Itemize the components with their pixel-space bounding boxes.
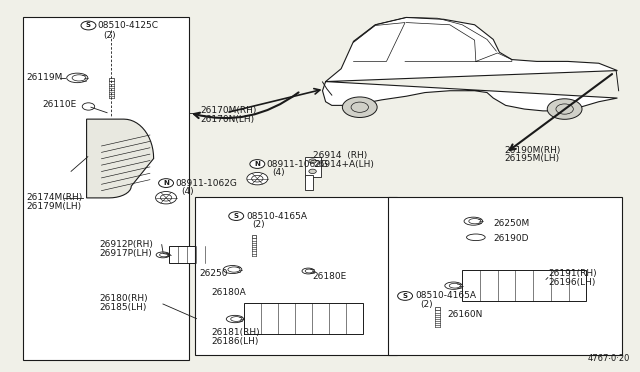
Ellipse shape: [156, 252, 170, 258]
Text: 26186(LH): 26186(LH): [211, 337, 259, 346]
Text: N: N: [254, 161, 260, 167]
Bar: [109, 78, 113, 81]
Text: 08510-4125C: 08510-4125C: [98, 21, 159, 30]
Text: 26170N(LH): 26170N(LH): [200, 115, 254, 124]
Ellipse shape: [223, 266, 242, 273]
Bar: [22, 17, 189, 360]
Bar: [305, 157, 321, 177]
Text: (4): (4): [182, 187, 194, 196]
Text: 26195M(LH): 26195M(LH): [504, 154, 559, 163]
Bar: [252, 235, 257, 238]
Text: (4): (4): [272, 168, 285, 177]
Text: 4767⋅0·20: 4767⋅0·20: [588, 355, 630, 363]
Text: 26196(LH): 26196(LH): [548, 278, 595, 286]
Text: (2): (2): [252, 220, 265, 230]
Circle shape: [81, 21, 96, 30]
Text: S: S: [86, 22, 91, 29]
Text: S: S: [234, 213, 239, 219]
Bar: [195, 197, 397, 355]
Text: 26914  (RH): 26914 (RH): [313, 151, 367, 160]
Bar: [169, 247, 214, 263]
Bar: [244, 303, 363, 334]
Circle shape: [397, 292, 413, 300]
Text: 26190M(RH): 26190M(RH): [504, 145, 561, 155]
Text: (2): (2): [420, 300, 433, 309]
Text: 26160N: 26160N: [447, 310, 483, 319]
Text: 26912P(RH): 26912P(RH): [99, 240, 153, 249]
Circle shape: [83, 103, 95, 110]
Text: N: N: [163, 180, 169, 186]
Bar: [388, 197, 622, 355]
Text: 26180(RH): 26180(RH): [99, 294, 148, 303]
Text: 26170M(RH): 26170M(RH): [200, 106, 257, 115]
Circle shape: [342, 97, 377, 118]
Text: 26179M(LH): 26179M(LH): [26, 202, 81, 211]
Circle shape: [309, 169, 316, 174]
Text: 08510-4165A: 08510-4165A: [246, 212, 307, 221]
Text: (2): (2): [103, 31, 116, 39]
Text: 08510-4165A: 08510-4165A: [415, 291, 476, 301]
Text: 26110E: 26110E: [42, 100, 76, 109]
Text: 26180A: 26180A: [211, 288, 246, 297]
Text: 26180E: 26180E: [312, 272, 346, 281]
Text: S: S: [403, 293, 408, 299]
Text: 26191(RH): 26191(RH): [548, 269, 596, 278]
Circle shape: [156, 192, 177, 204]
Ellipse shape: [464, 217, 483, 225]
Text: 26181(RH): 26181(RH): [211, 328, 260, 337]
Text: 26917P(LH): 26917P(LH): [99, 249, 152, 258]
Text: 26190D: 26190D: [493, 234, 529, 243]
Polygon shape: [323, 17, 618, 111]
Ellipse shape: [467, 234, 485, 241]
Circle shape: [159, 179, 173, 187]
Text: 26250: 26250: [199, 269, 227, 278]
Circle shape: [309, 159, 316, 163]
Text: 26119M: 26119M: [26, 73, 63, 83]
Text: 26250M: 26250M: [493, 219, 529, 228]
Ellipse shape: [227, 315, 244, 323]
Circle shape: [250, 160, 265, 169]
Polygon shape: [86, 119, 154, 198]
Circle shape: [228, 212, 244, 221]
Bar: [305, 175, 312, 190]
Text: 26174M(RH): 26174M(RH): [26, 193, 83, 202]
Circle shape: [247, 173, 268, 185]
Text: 08911-1062G: 08911-1062G: [267, 160, 328, 169]
Text: 26185(LH): 26185(LH): [99, 303, 147, 312]
Circle shape: [547, 99, 582, 119]
Ellipse shape: [67, 73, 88, 83]
Bar: [462, 270, 586, 301]
Ellipse shape: [445, 282, 462, 289]
Ellipse shape: [302, 268, 314, 274]
Bar: [435, 307, 440, 310]
Text: 08911-1062G: 08911-1062G: [175, 179, 237, 187]
Text: 26914+A(LH): 26914+A(LH): [313, 160, 374, 169]
